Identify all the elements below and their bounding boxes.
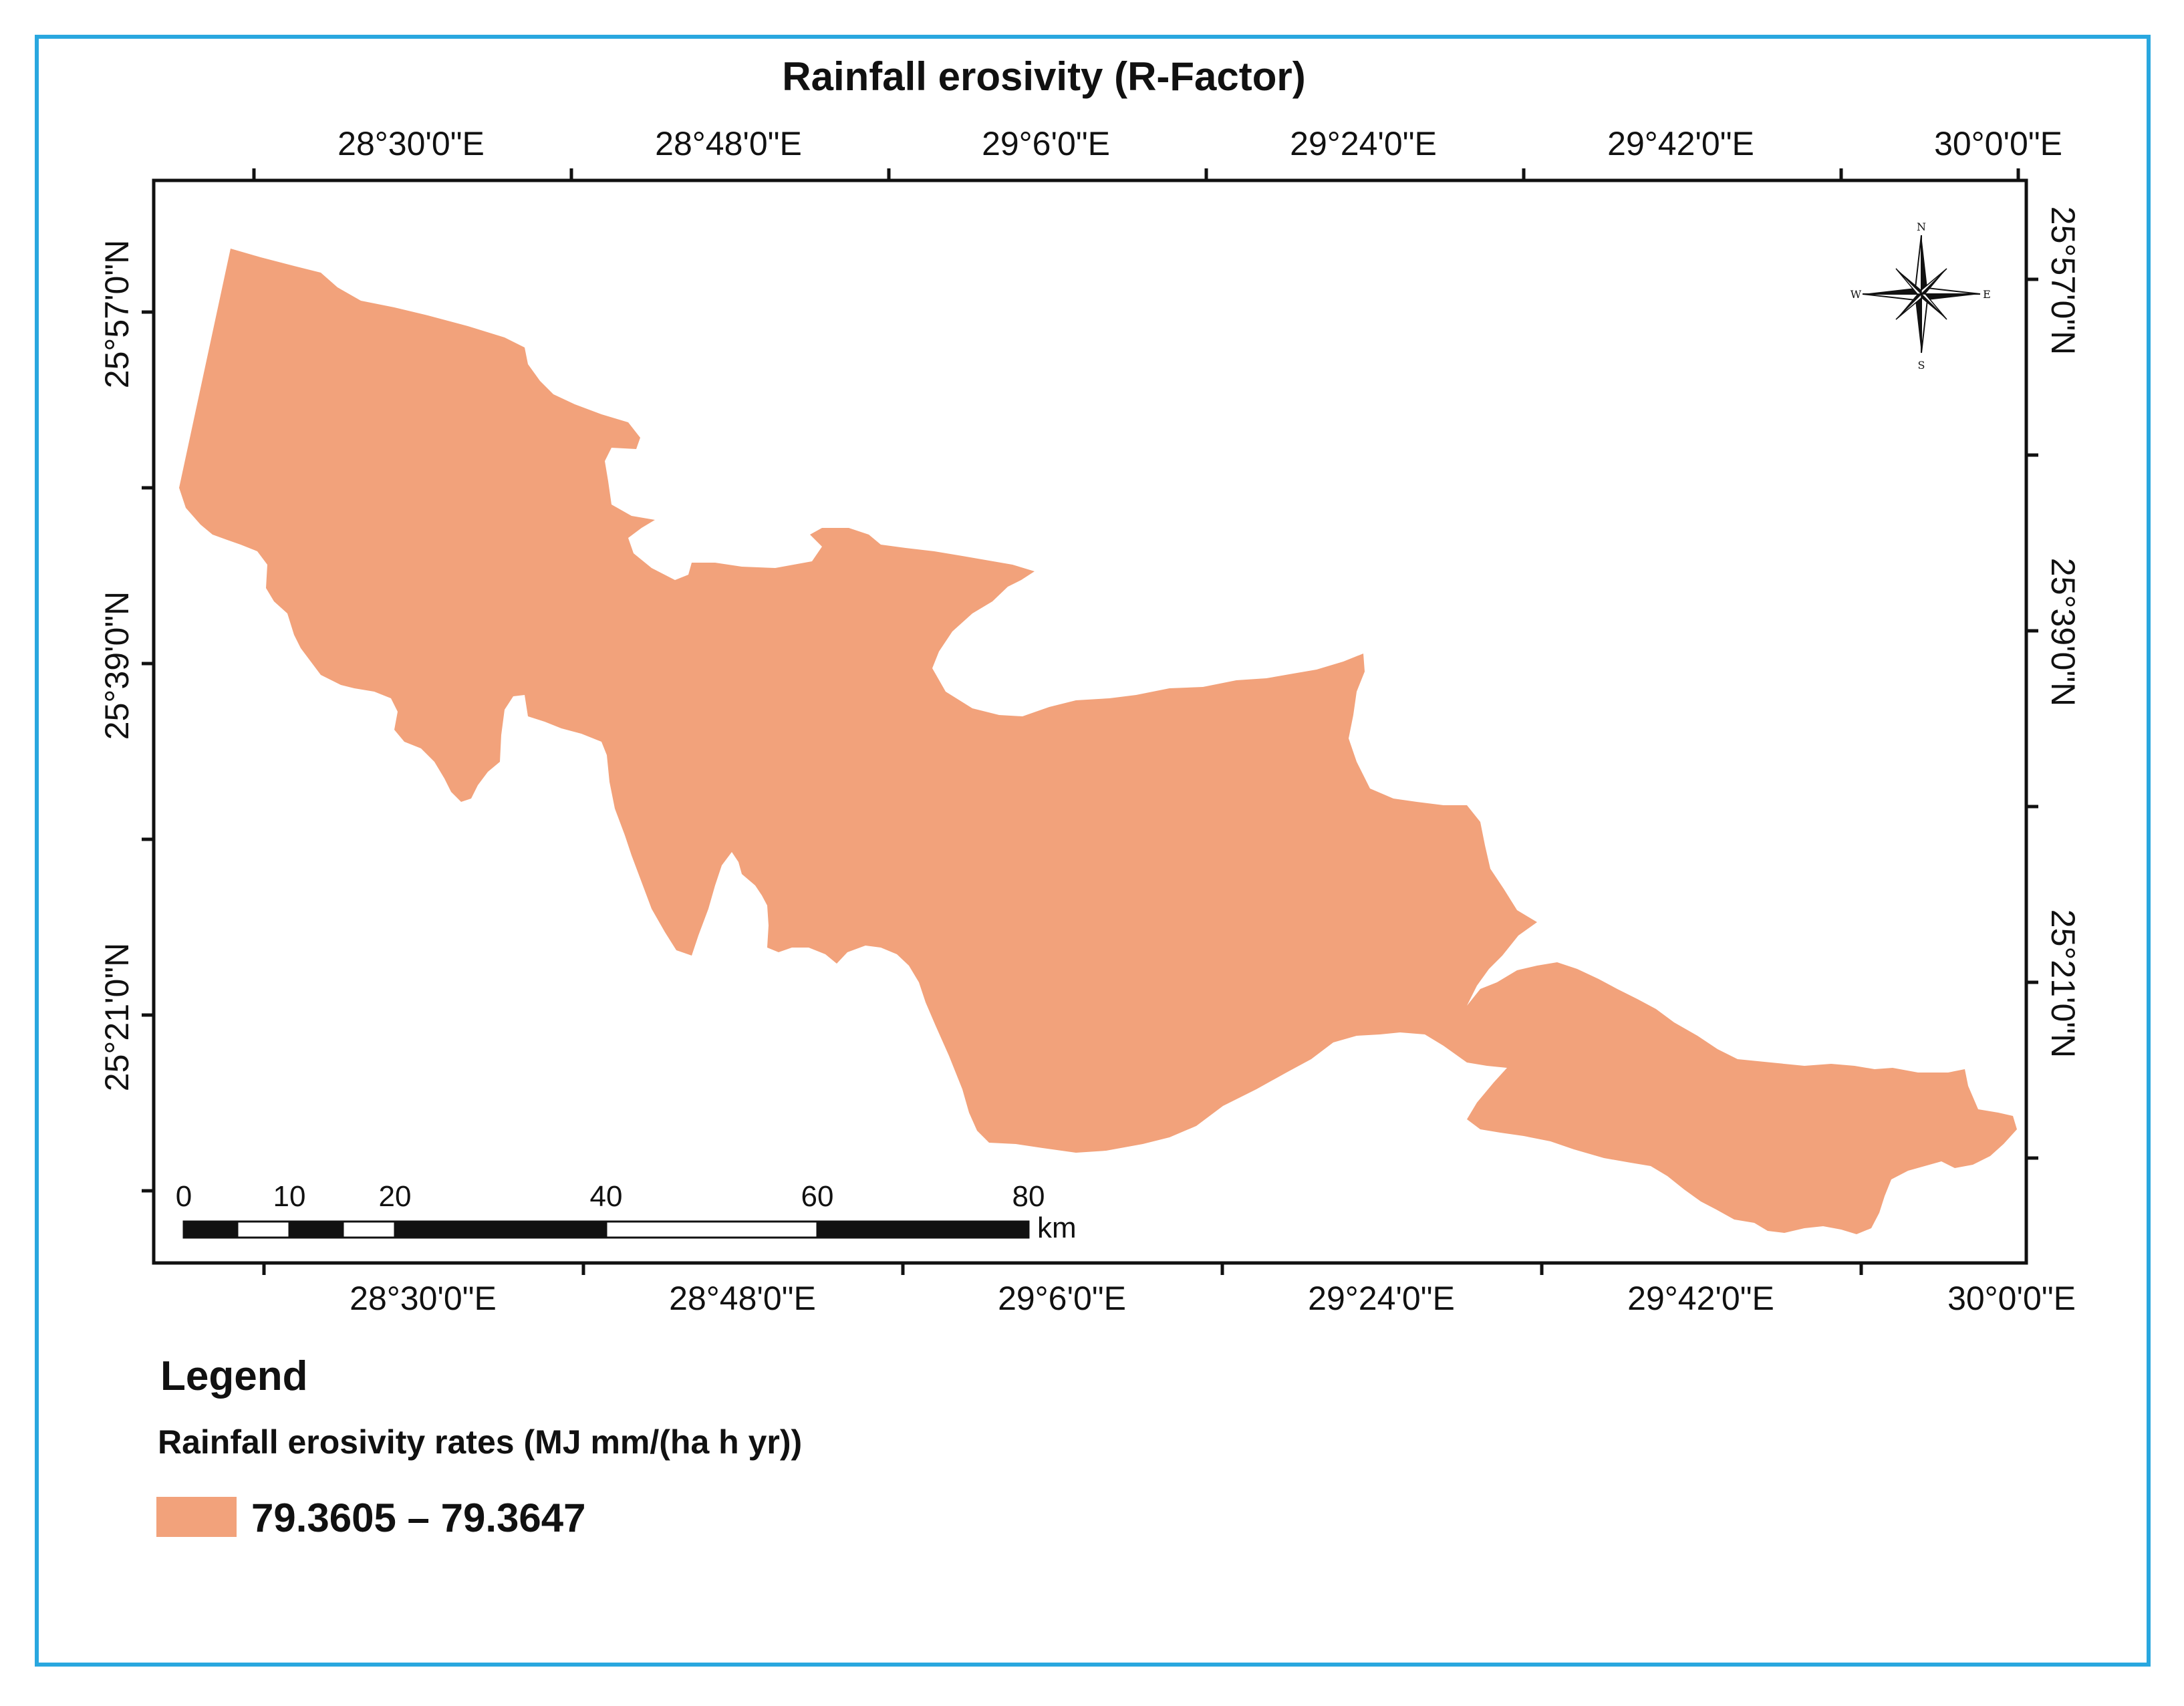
scale-label: 20 bbox=[379, 1180, 412, 1213]
bottom-lon-label: 28°30'0"E bbox=[350, 1280, 497, 1317]
right-latitude-axis: 25°57'0"N 25°39'0"N 25°21'0"N bbox=[2026, 206, 2082, 1160]
scale-bar: 0 10 20 40 60 80 km bbox=[176, 1180, 1077, 1244]
map-title: Rainfall erosivity (R-Factor) bbox=[782, 54, 1306, 99]
scale-unit: km bbox=[1037, 1212, 1077, 1244]
legend-title: Legend bbox=[160, 1353, 307, 1399]
compass-w: W bbox=[1851, 288, 1862, 301]
left-lat-label: 25°21'0"N bbox=[98, 943, 136, 1091]
legend-item-label: 79.3605 – 79.3647 bbox=[251, 1496, 585, 1540]
scale-label: 80 bbox=[1012, 1180, 1045, 1213]
north-arrow-icon: N S E W bbox=[1851, 221, 1991, 372]
scale-label: 0 bbox=[176, 1180, 192, 1213]
compass-e: E bbox=[1983, 288, 1991, 301]
top-lon-label: 29°24'0"E bbox=[1290, 125, 1437, 162]
legend: Legend Rainfall erosivity rates (MJ mm/(… bbox=[156, 1353, 802, 1540]
right-lat-label: 25°21'0"N bbox=[2044, 909, 2082, 1058]
left-lat-label: 25°57'0"N bbox=[98, 240, 136, 388]
bottom-lon-label: 28°48'0"E bbox=[669, 1280, 816, 1317]
left-lat-label: 25°39'0"N bbox=[98, 591, 136, 740]
right-lat-label: 25°39'0"N bbox=[2044, 558, 2082, 706]
bottom-lon-label: 29°42'0"E bbox=[1627, 1280, 1774, 1317]
legend-subtitle: Rainfall erosivity rates (MJ mm/(ha h yr… bbox=[158, 1423, 802, 1461]
right-lat-label: 25°57'0"N bbox=[2044, 206, 2082, 355]
bottom-lon-label: 30°0'0"E bbox=[1947, 1280, 2076, 1317]
compass-s: S bbox=[1918, 359, 1925, 372]
top-lon-label: 29°42'0"E bbox=[1607, 125, 1754, 162]
bottom-lon-label: 29°24'0"E bbox=[1308, 1280, 1455, 1317]
compass-n: N bbox=[1917, 221, 1926, 233]
top-lon-label: 28°48'0"E bbox=[655, 125, 802, 162]
top-lon-label: 29°6'0"E bbox=[982, 125, 1110, 162]
scale-label: 60 bbox=[801, 1180, 834, 1213]
left-latitude-axis: 25°57'0"N 25°39'0"N 25°21'0"N bbox=[98, 240, 154, 1193]
top-lon-label: 28°30'0"E bbox=[337, 125, 485, 162]
bottom-lon-label: 29°6'0"E bbox=[998, 1280, 1126, 1317]
top-longitude-axis: 28°30'0"E 28°48'0"E 29°6'0"E 29°24'0"E 2… bbox=[252, 125, 2062, 180]
scale-label: 10 bbox=[273, 1180, 306, 1213]
scale-label: 40 bbox=[590, 1180, 623, 1213]
top-lon-label: 30°0'0"E bbox=[1934, 125, 2062, 162]
legend-swatch bbox=[156, 1497, 237, 1537]
bottom-longitude-axis: 28°30'0"E 28°48'0"E 29°6'0"E 29°24'0"E 2… bbox=[262, 1263, 2076, 1317]
study-area-region bbox=[179, 249, 2017, 1234]
